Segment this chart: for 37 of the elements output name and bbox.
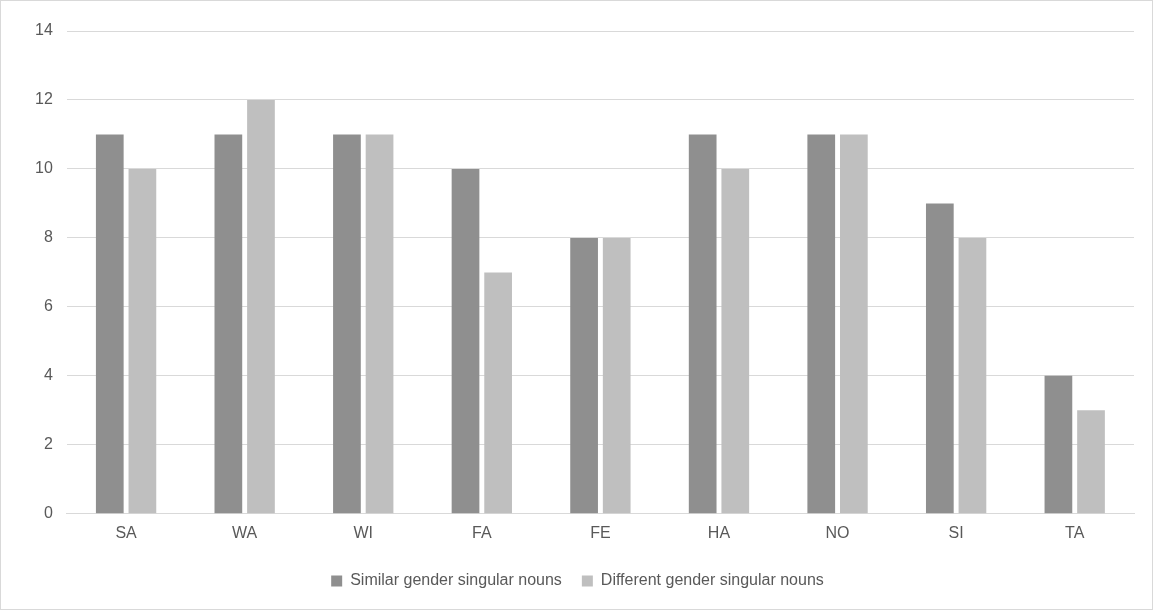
legend-label: Different gender singular nouns (600, 571, 824, 589)
bar (214, 134, 243, 514)
y-tick-label: 14 (35, 21, 53, 39)
y-tick-label: 4 (43, 366, 53, 384)
x-tick-label: TA (1065, 523, 1085, 541)
bar (451, 168, 480, 514)
y-tick-label: 2 (43, 435, 53, 453)
bar (602, 237, 631, 514)
bar (333, 134, 361, 514)
x-tick-label: FA (472, 523, 492, 541)
bar (925, 203, 954, 514)
y-tick-label: 8 (43, 228, 53, 246)
bar (688, 134, 717, 514)
bar (570, 237, 598, 514)
bar (1044, 375, 1073, 514)
x-tick-label: WI (353, 523, 374, 541)
bar (247, 99, 275, 514)
x-tick-label: NO (825, 523, 850, 541)
bar (484, 272, 512, 514)
x-tick-label: SA (115, 523, 138, 541)
x-tick-label: HA (707, 523, 731, 541)
bar (95, 134, 124, 514)
legend-label: Similar gender singular nouns (350, 571, 562, 589)
bar (721, 168, 750, 514)
y-tick-label: 12 (35, 90, 53, 108)
bar (840, 134, 868, 514)
y-tick-label: 6 (43, 297, 53, 315)
y-tick-label: 10 (35, 159, 53, 177)
bar (807, 134, 836, 514)
bar (128, 168, 157, 514)
bar (365, 134, 394, 514)
x-tick-label: SI (948, 523, 964, 541)
y-tick-label: 0 (43, 504, 53, 522)
x-tick-label: WA (232, 523, 258, 541)
bar (1077, 410, 1105, 514)
x-tick-label: FE (590, 523, 611, 541)
bar (958, 237, 987, 514)
